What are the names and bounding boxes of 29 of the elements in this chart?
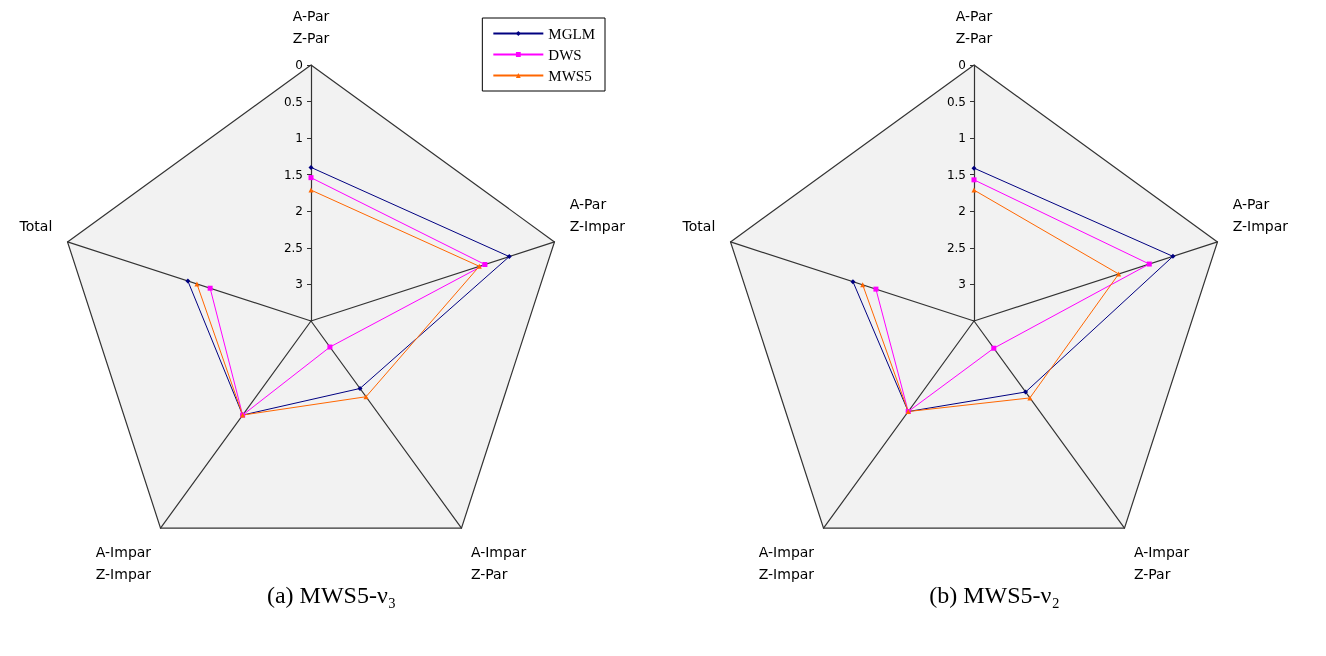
y-tick-label: 2.5 [946, 240, 966, 255]
spoke-label: Total [681, 217, 716, 234]
text: (b) MWS5-ν₂ [929, 582, 1060, 608]
spoke-label: A-Par Z-Impar [1232, 195, 1289, 234]
y-tick-label: 0 [958, 58, 966, 72]
y-tick-label: 3 [958, 277, 966, 292]
spoke-label: A-Impar Z-Impar [95, 544, 152, 583]
text: (a) MWS5-ν₃ [266, 582, 397, 608]
spoke-label: A-Impar Z-Impar [758, 544, 815, 583]
legend-label: MWS5 [548, 67, 592, 84]
y-tick-label: 1.5 [946, 167, 966, 182]
legend-label: DWS [548, 46, 582, 63]
y-tick-label: 1 [295, 131, 303, 146]
y-tick-label: 3 [295, 277, 303, 292]
y-tick-label: 2.5 [283, 240, 303, 255]
spoke-label: Total [18, 217, 53, 234]
y-tick-label: 1 [958, 131, 966, 146]
legend-label: MGLM [548, 25, 595, 42]
spoke-label: A-Impar Z-Par [1133, 544, 1190, 583]
y-tick-label: 2 [958, 204, 966, 219]
y-tick-label: 0.5 [946, 94, 966, 109]
y-tick-label: 2 [295, 204, 303, 219]
y-tick-label: 0 [295, 58, 303, 72]
spoke-label: A-Impar Z-Par [470, 544, 527, 583]
spoke-label: A-Par Z-Par [292, 8, 330, 46]
y-tick-label: 1.5 [283, 167, 303, 182]
spoke-label: A-Par Z-Par [955, 8, 993, 46]
spoke-label: A-Par Z-Impar [569, 195, 626, 234]
y-tick-label: 0.5 [283, 94, 303, 109]
